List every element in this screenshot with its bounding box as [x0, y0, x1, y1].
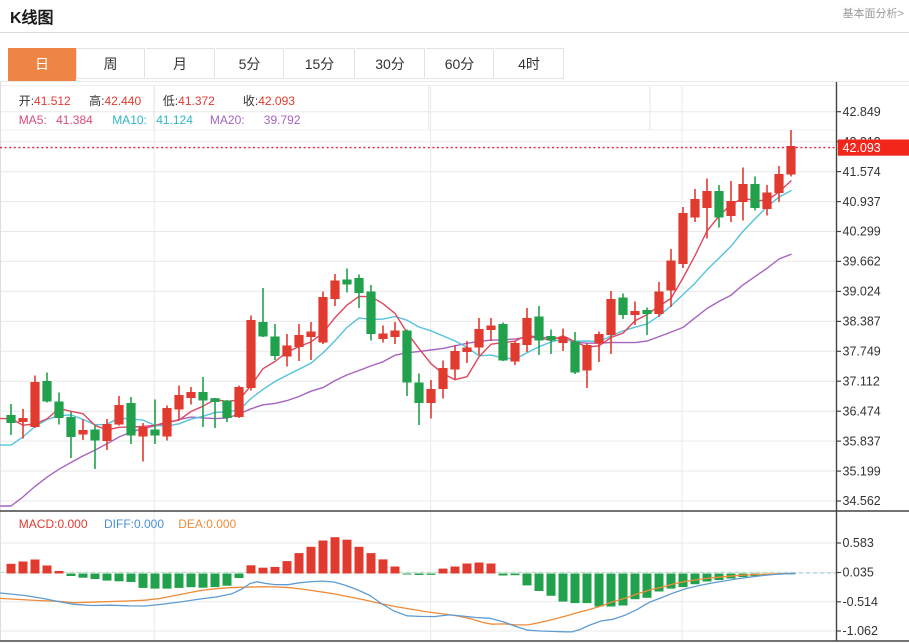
svg-text:-1.062: -1.062	[843, 624, 878, 638]
svg-text:36.474: 36.474	[843, 404, 881, 418]
svg-text:-0.514: -0.514	[843, 595, 878, 609]
svg-text:41.574: 41.574	[843, 165, 881, 179]
svg-text:0.583: 0.583	[843, 536, 874, 550]
svg-text:39.662: 39.662	[843, 255, 881, 269]
svg-text:40.937: 40.937	[843, 195, 881, 209]
svg-text:42.093: 42.093	[843, 141, 881, 155]
svg-text:42.849: 42.849	[843, 105, 881, 119]
svg-text:37.749: 37.749	[843, 345, 881, 359]
svg-text:0.035: 0.035	[843, 566, 874, 580]
svg-text:35.837: 35.837	[843, 434, 881, 448]
svg-text:39.024: 39.024	[843, 285, 881, 299]
svg-text:40.299: 40.299	[843, 225, 881, 239]
svg-text:34.562: 34.562	[843, 494, 881, 508]
svg-text:38.387: 38.387	[843, 315, 881, 329]
svg-text:37.112: 37.112	[843, 374, 880, 388]
svg-text:35.199: 35.199	[843, 464, 881, 478]
